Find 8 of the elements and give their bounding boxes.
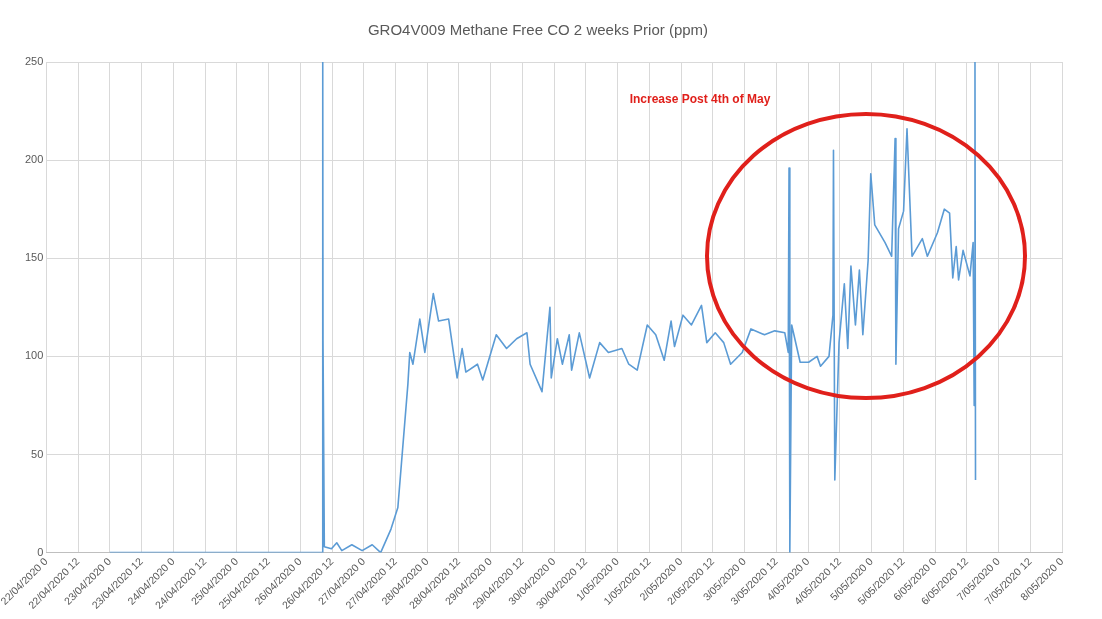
chart-title: GRO4V009 Methane Free CO 2 weeks Prior (ppm)	[367, 21, 709, 39]
y-tick-label: 0	[37, 545, 44, 558]
y-tick-label: 250	[24, 55, 44, 68]
y-tick-label: 100	[24, 349, 44, 362]
y-tick-label: 150	[24, 251, 44, 264]
annotation: Increase Post 4th of May	[628, 92, 772, 106]
y-tick-label: 50	[31, 447, 44, 460]
y-tick-label: 200	[24, 153, 44, 166]
